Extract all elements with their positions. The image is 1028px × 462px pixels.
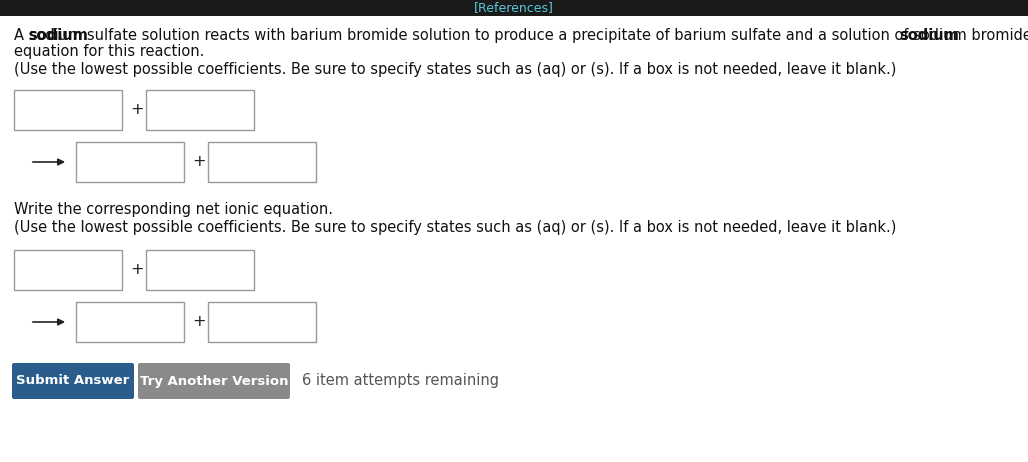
Text: +: + [130,262,144,278]
Text: +: + [192,154,206,170]
FancyBboxPatch shape [12,363,134,399]
FancyBboxPatch shape [138,363,290,399]
Text: Write the corresponding net ionic equation.: Write the corresponding net ionic equati… [14,202,333,217]
Text: [References]: [References] [474,1,554,14]
Bar [76,302,184,342]
Bar [146,90,254,130]
Bar [146,250,254,290]
Bar [76,142,184,182]
Text: A sodium sulfate solution reacts with barium bromide solution to produce a preci: A sodium sulfate solution reacts with ba… [14,28,1028,43]
Bar [14,90,122,130]
Text: Try Another Version: Try Another Version [140,375,288,388]
Bar [208,142,316,182]
Text: +: + [192,315,206,329]
Text: Submit Answer: Submit Answer [16,375,130,388]
Text: equation for this reaction.: equation for this reaction. [14,44,205,59]
Bar [208,302,316,342]
Text: +: + [130,103,144,117]
Text: sodium: sodium [29,28,88,43]
Text: 6 item attempts remaining: 6 item attempts remaining [302,373,499,389]
Text: (Use the lowest possible coefficients. Be sure to specify states such as (aq) or: (Use the lowest possible coefficients. B… [14,62,896,77]
Bar [0,0,1028,16]
Text: (Use the lowest possible coefficients. Be sure to specify states such as (aq) or: (Use the lowest possible coefficients. B… [14,220,896,235]
Bar [14,250,122,290]
Text: sodium: sodium [900,28,959,43]
